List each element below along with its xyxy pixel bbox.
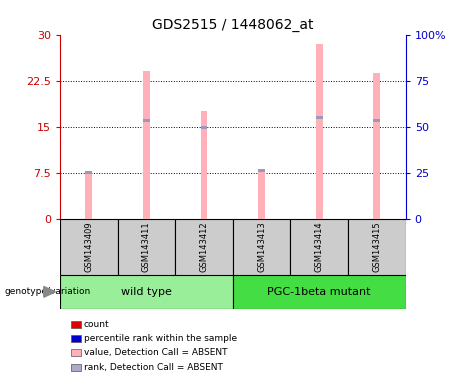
- Text: count: count: [84, 320, 110, 329]
- Text: PGC-1beta mutant: PGC-1beta mutant: [267, 287, 371, 297]
- Text: rank, Detection Call = ABSENT: rank, Detection Call = ABSENT: [84, 362, 223, 372]
- Bar: [233, 219, 290, 275]
- Text: GSM143414: GSM143414: [315, 222, 324, 272]
- Bar: [143, 71, 150, 219]
- Text: GSM143413: GSM143413: [257, 221, 266, 272]
- Bar: [258, 171, 265, 219]
- Bar: [85, 171, 92, 174]
- Bar: [85, 171, 92, 219]
- Bar: [233, 275, 406, 309]
- Bar: [60, 219, 118, 275]
- Bar: [201, 126, 207, 129]
- Title: GDS2515 / 1448062_at: GDS2515 / 1448062_at: [152, 18, 313, 32]
- Bar: [373, 119, 380, 122]
- Bar: [316, 116, 323, 119]
- Text: value, Detection Call = ABSENT: value, Detection Call = ABSENT: [84, 348, 227, 358]
- Text: percentile rank within the sample: percentile rank within the sample: [84, 334, 237, 343]
- Bar: [201, 111, 207, 219]
- Text: wild type: wild type: [121, 287, 172, 297]
- Bar: [290, 219, 348, 275]
- Text: GSM143411: GSM143411: [142, 222, 151, 272]
- Bar: [175, 219, 233, 275]
- Bar: [316, 44, 323, 219]
- Bar: [258, 169, 265, 172]
- Bar: [373, 73, 380, 219]
- Text: genotype/variation: genotype/variation: [5, 287, 91, 296]
- Text: GSM143415: GSM143415: [372, 222, 381, 272]
- Bar: [60, 275, 233, 309]
- Text: GSM143412: GSM143412: [200, 222, 208, 272]
- Bar: [118, 219, 175, 275]
- Bar: [143, 119, 150, 122]
- Text: GSM143409: GSM143409: [84, 222, 93, 272]
- Bar: [348, 219, 406, 275]
